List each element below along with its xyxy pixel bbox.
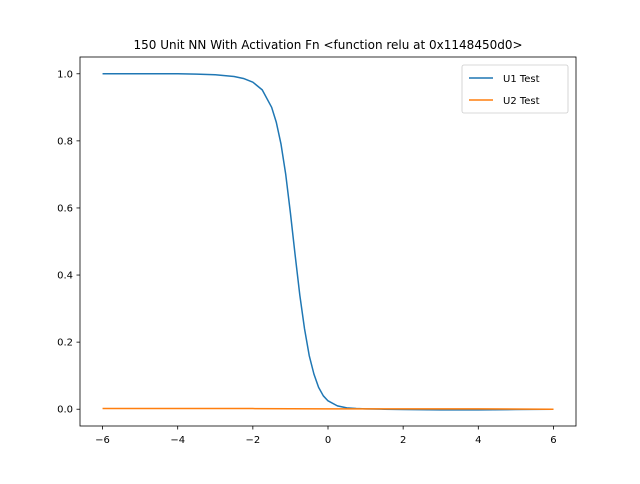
y-tick-label: 0.8 [57,136,73,147]
legend-label-2: U2 Test [503,96,540,107]
y-tick-label: 1.0 [57,69,73,80]
plot-area: −6 −4 −2 0 2 4 6 0.0 0.2 0.4 0.6 0.8 1.0 U1 Test U2 Te… [57,56,577,446]
legend-box [461,64,569,114]
x-tick-label: −6 [95,435,110,446]
y-tick-label: 0.0 [57,405,73,416]
y-tick-label: 0.6 [57,203,73,214]
chart-title: 150 Unit NN With Activation Fn <function… [133,38,522,52]
x-tick-label: 0 [325,435,331,446]
x-tick-label: 6 [550,435,556,446]
x-tick-label: −4 [170,435,185,446]
series-line-2 [102,407,554,410]
x-tick-label: 4 [475,435,481,446]
y-tick-label: 0.4 [57,271,73,282]
y-tick-label: 0.2 [57,338,73,349]
legend-label-1: U1 Test [503,74,540,85]
x-tick-label: −2 [245,435,260,446]
x-tick-label: 2 [400,435,406,446]
